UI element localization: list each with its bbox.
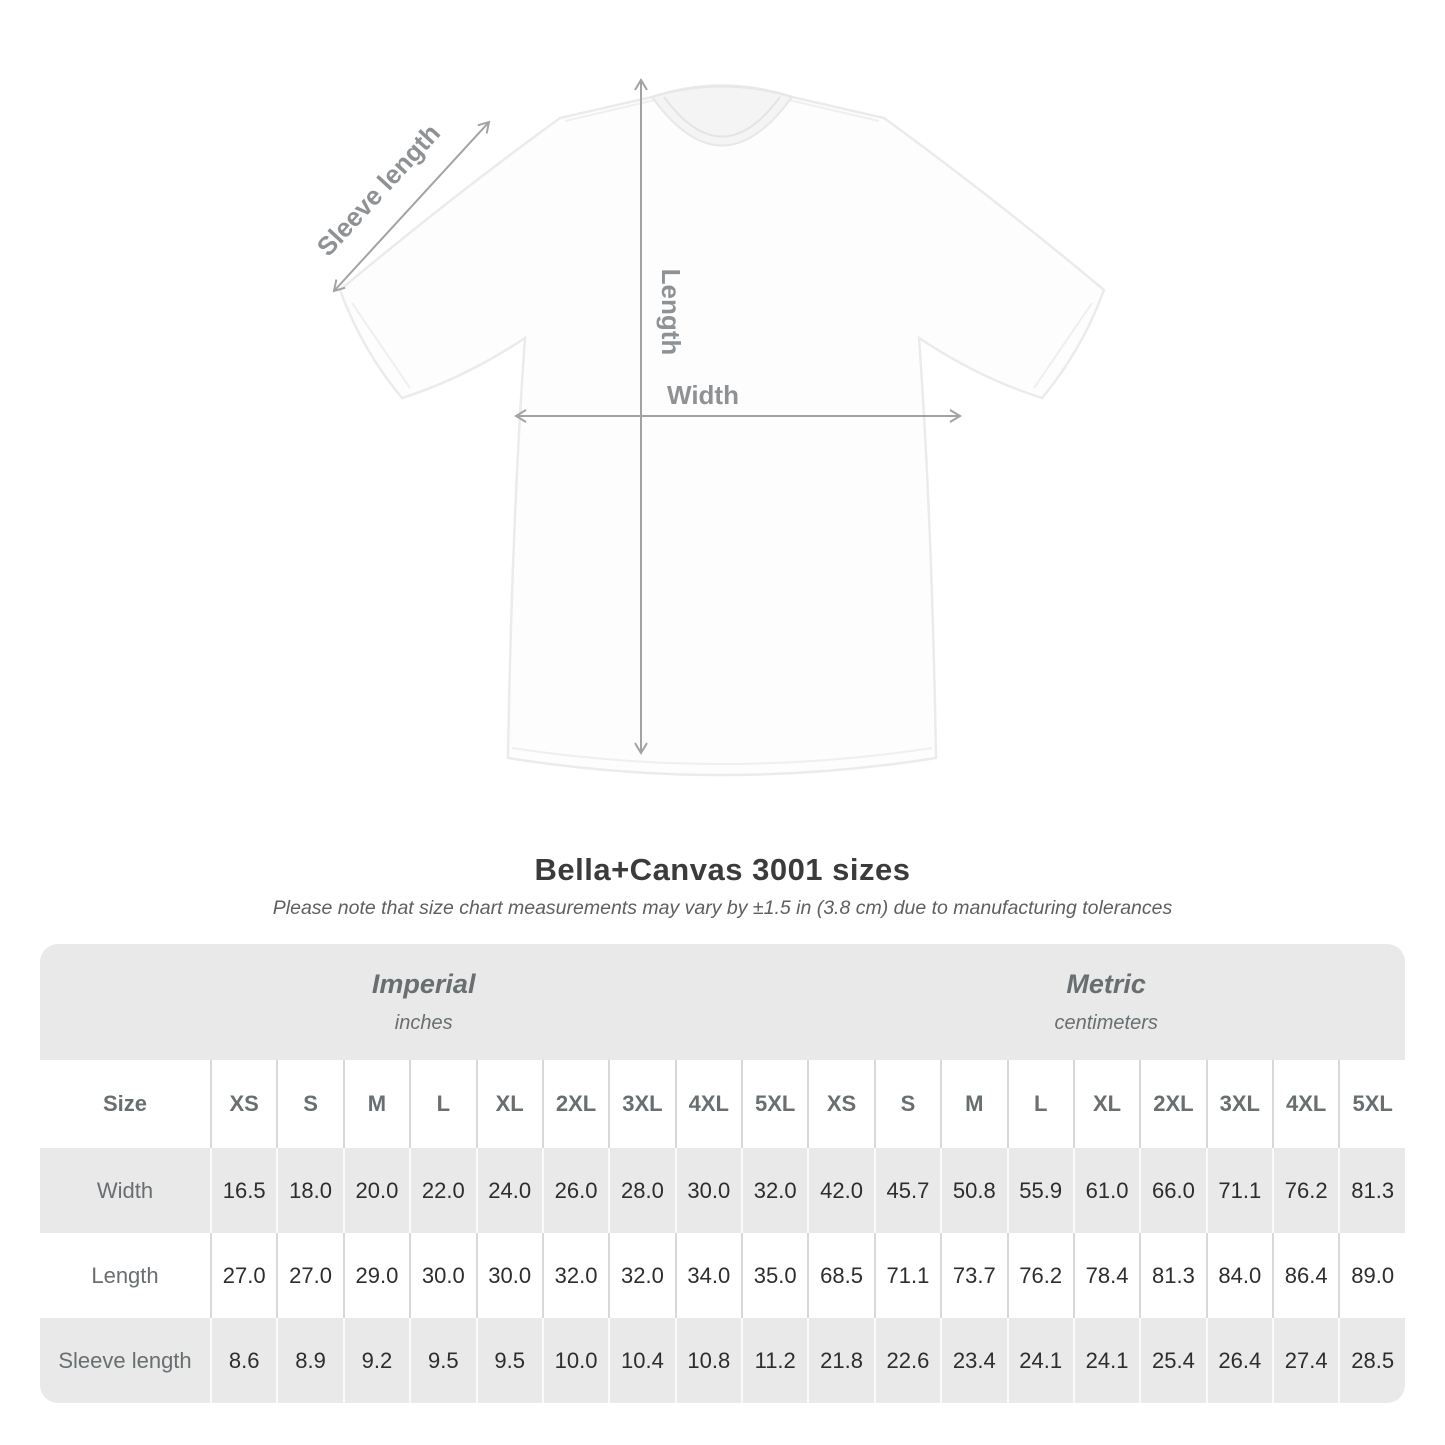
row-label: Width bbox=[40, 1148, 210, 1233]
measurement-value: 66.0 bbox=[1139, 1148, 1206, 1233]
measurement-row: Length 27.0 27.0 29.0 30.0 30.0 32.0 32.0 34.0 35… bbox=[40, 1233, 1405, 1318]
tshirt-diagram-svg: Length Width Sleeve length bbox=[311, 78, 1106, 777]
measurement-value: 22.6 bbox=[873, 1318, 941, 1403]
measurement-value: 11.2 bbox=[741, 1318, 808, 1403]
measurement-value: 84.0 bbox=[1205, 1233, 1272, 1318]
measurement-value: 35.0 bbox=[741, 1233, 808, 1318]
size-col-header: XS bbox=[807, 1060, 874, 1148]
size-col-header: 2XL bbox=[541, 1060, 609, 1148]
size-col-header: L bbox=[409, 1060, 476, 1148]
measurement-value: 81.3 bbox=[1139, 1233, 1206, 1318]
measurement-value: 61.0 bbox=[1072, 1148, 1140, 1233]
measurement-value: 32.0 bbox=[541, 1233, 609, 1318]
measurement-value: 24.1 bbox=[1072, 1318, 1140, 1403]
tshirt-illustration bbox=[338, 84, 1106, 777]
measurement-value: 29.0 bbox=[342, 1233, 410, 1318]
measurement-value: 28.0 bbox=[608, 1148, 675, 1233]
size-col-header: XL bbox=[1072, 1060, 1140, 1148]
measurement-value: 45.7 bbox=[873, 1148, 941, 1233]
measurement-value: 89.0 bbox=[1338, 1233, 1405, 1318]
tshirt-measurement-diagram: Length Width Sleeve length bbox=[311, 78, 1106, 777]
size-col-header: L bbox=[1006, 1060, 1073, 1148]
measurement-row: Width 16.5 18.0 20.0 22.0 24.0 26.0 28.0 30.0 32.… bbox=[40, 1148, 1405, 1233]
tolerance-note: Please note that size chart measurements… bbox=[272, 897, 1173, 919]
length-label: Length bbox=[656, 269, 686, 356]
measurement-value: 20.0 bbox=[342, 1148, 410, 1233]
measurement-value: 30.0 bbox=[475, 1233, 542, 1318]
measurement-value: 21.8 bbox=[807, 1318, 874, 1403]
size-col-header: XS bbox=[210, 1060, 277, 1148]
measurement-value: 25.4 bbox=[1139, 1318, 1206, 1403]
size-col-header: 3XL bbox=[1205, 1060, 1272, 1148]
size-col-header: 5XL bbox=[741, 1060, 808, 1148]
measurement-value: 10.0 bbox=[541, 1318, 609, 1403]
measurement-value: 27.0 bbox=[210, 1233, 277, 1318]
size-header-row: Size XS S M L XL 2XL 3XL 4XL 5XL XS S M L XL 2XL 3XL 4XL… bbox=[40, 1060, 1405, 1148]
size-col-header: XL bbox=[475, 1060, 542, 1148]
size-column-label: Size bbox=[40, 1060, 210, 1148]
size-col-header: M bbox=[342, 1060, 410, 1148]
measurement-value: 23.4 bbox=[940, 1318, 1007, 1403]
measurement-value: 24.1 bbox=[1006, 1318, 1073, 1403]
measurement-value: 76.2 bbox=[1272, 1148, 1339, 1233]
measurement-value: 26.0 bbox=[541, 1148, 609, 1233]
size-col-header: 4XL bbox=[674, 1060, 741, 1148]
measurement-value: 8.6 bbox=[210, 1318, 277, 1403]
size-col-header: S bbox=[873, 1060, 941, 1148]
imperial-section-header: Imperial inches bbox=[40, 944, 808, 1060]
measurement-value: 27.4 bbox=[1272, 1318, 1339, 1403]
measurement-value: 71.1 bbox=[873, 1233, 941, 1318]
measurement-value: 76.2 bbox=[1006, 1233, 1073, 1318]
imperial-unit: inches bbox=[394, 1012, 453, 1034]
size-chart-table: Imperial inches Metric centimeters Size … bbox=[40, 944, 1405, 1403]
size-col-header: M bbox=[940, 1060, 1007, 1148]
measurement-value: 9.5 bbox=[475, 1318, 542, 1403]
page-title: Bella+Canvas 3001 sizes bbox=[534, 852, 911, 887]
measurement-value: 68.5 bbox=[807, 1233, 874, 1318]
sleeve-length-arrow bbox=[332, 120, 491, 293]
measurement-value: 18.0 bbox=[276, 1148, 343, 1233]
measurement-row: Sleeve length 8.6 8.9 9.2 9.5 9.5 10.0 10.4 10.8… bbox=[40, 1318, 1405, 1403]
measurement-value: 10.4 bbox=[608, 1318, 675, 1403]
size-col-header: 2XL bbox=[1139, 1060, 1206, 1148]
measurement-value: 73.7 bbox=[940, 1233, 1007, 1318]
size-col-header: 3XL bbox=[608, 1060, 675, 1148]
measurement-value: 50.8 bbox=[940, 1148, 1007, 1233]
size-col-header: S bbox=[276, 1060, 343, 1148]
measurement-value: 8.9 bbox=[276, 1318, 343, 1403]
measurement-value: 78.4 bbox=[1072, 1233, 1140, 1318]
measurement-value: 55.9 bbox=[1006, 1148, 1073, 1233]
width-label: Width bbox=[667, 380, 739, 410]
measurement-value: 26.4 bbox=[1205, 1318, 1272, 1403]
measurement-value: 86.4 bbox=[1272, 1233, 1339, 1318]
size-col-header: 4XL bbox=[1272, 1060, 1339, 1148]
measurement-value: 30.0 bbox=[409, 1233, 476, 1318]
imperial-title: Imperial bbox=[371, 969, 476, 999]
measurement-value: 32.0 bbox=[741, 1148, 808, 1233]
measurement-value: 42.0 bbox=[807, 1148, 874, 1233]
measurement-value: 16.5 bbox=[210, 1148, 277, 1233]
measurement-value: 81.3 bbox=[1338, 1148, 1405, 1233]
size-col-header: 5XL bbox=[1338, 1060, 1405, 1148]
measurement-value: 27.0 bbox=[276, 1233, 343, 1318]
measurement-value: 9.2 bbox=[342, 1318, 410, 1403]
measurement-value: 22.0 bbox=[409, 1148, 476, 1233]
measurement-value: 24.0 bbox=[475, 1148, 542, 1233]
metric-unit: centimeters bbox=[1054, 1012, 1158, 1034]
metric-title: Metric bbox=[1066, 969, 1146, 999]
measurement-value: 28.5 bbox=[1338, 1318, 1405, 1403]
measurement-value: 10.8 bbox=[674, 1318, 741, 1403]
measurement-value: 32.0 bbox=[608, 1233, 675, 1318]
unit-header-row: Imperial inches Metric centimeters bbox=[40, 944, 1405, 1060]
measurement-value: 34.0 bbox=[674, 1233, 741, 1318]
metric-section-header: Metric centimeters bbox=[807, 944, 1405, 1060]
measurement-value: 71.1 bbox=[1205, 1148, 1272, 1233]
measurement-value: 30.0 bbox=[674, 1148, 741, 1233]
measurement-value: 9.5 bbox=[409, 1318, 476, 1403]
row-label: Length bbox=[40, 1233, 210, 1318]
row-label: Sleeve length bbox=[40, 1318, 210, 1403]
